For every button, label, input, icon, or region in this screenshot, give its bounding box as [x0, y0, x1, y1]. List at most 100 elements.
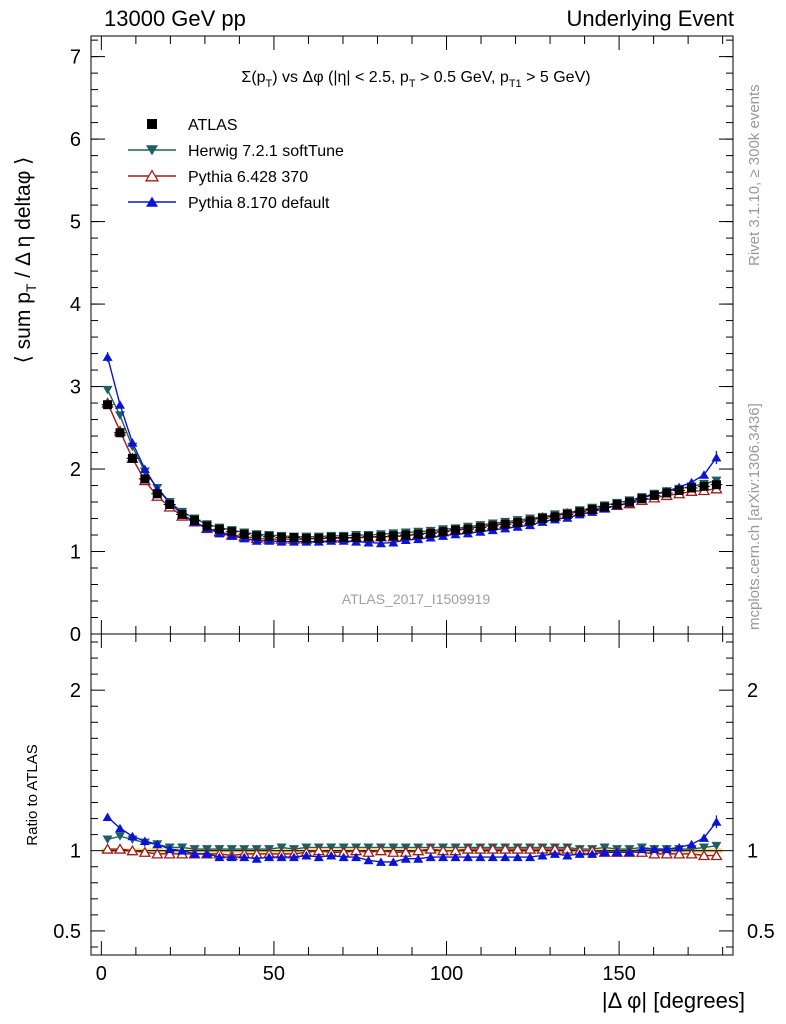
data-point [114, 832, 125, 841]
data-point [127, 831, 138, 841]
header-energy: 13000 GeV pp [104, 6, 246, 31]
x-tick-label: 50 [263, 963, 285, 985]
data-point [351, 532, 361, 542]
data-point [277, 532, 287, 542]
data-point [438, 852, 449, 862]
data-point [661, 844, 672, 854]
data-point [699, 833, 710, 842]
data-point [649, 490, 659, 500]
data-point [624, 497, 634, 507]
data-point [338, 852, 349, 862]
y-tick-label: 4 [70, 294, 81, 316]
legend: ATLAS Herwig 7.2.1 softTune Pythia 6.428 3… [128, 117, 344, 212]
data-point [114, 823, 125, 833]
data-point [636, 844, 647, 854]
data-point [537, 850, 548, 860]
legend-label: Pythia 8.170 default [188, 195, 330, 212]
data-point [587, 504, 597, 514]
data-point [475, 852, 486, 862]
data-point [687, 483, 697, 493]
data-point [326, 850, 337, 860]
data-point [289, 532, 299, 542]
legend-item: Pythia 6.428 370 [128, 169, 308, 186]
data-point [239, 529, 249, 539]
legend-item: Pythia 8.170 default [128, 195, 330, 212]
data-point [537, 514, 547, 524]
data-point [314, 533, 324, 543]
data-point [351, 852, 362, 862]
legend-marker [146, 145, 158, 156]
data-point [562, 509, 572, 519]
data-point [612, 500, 622, 510]
data-point [239, 852, 250, 862]
analysis-watermark: ATLAS_2017_I1509919 [342, 591, 491, 607]
main-plot-axes: 0 1 2 3 4 5 6 7 [70, 36, 733, 646]
data-point [401, 530, 411, 540]
data-point [699, 481, 709, 491]
data-point [463, 524, 473, 534]
data-point [587, 849, 598, 858]
ratio-plot-series [101, 812, 723, 866]
data-point [102, 385, 113, 395]
y-tick-label: 6 [70, 129, 81, 151]
plot-title: Σ(pT) vs Δφ (|η| < 2.5, pT > 0.5 GeV, pT… [241, 69, 590, 90]
y-axis-label-ratio: Ratio to ATLAS [24, 744, 41, 845]
data-point [151, 848, 164, 859]
data-point [513, 518, 523, 528]
legend-marker [144, 169, 160, 182]
legend-marker [147, 119, 157, 129]
ratio-plot-axes: 0.5 1 2 0.5 1 2 0 50 100 150 [53, 634, 775, 985]
y-tick-label: 5 [70, 212, 81, 234]
y-tick-label: 2 [70, 459, 81, 481]
data-point [252, 531, 262, 541]
y-tick-label-right: 0.5 [747, 921, 775, 943]
data-point [388, 537, 399, 547]
x-axis-label: |Δ φ| [degrees] [602, 988, 745, 1013]
data-point [301, 533, 311, 543]
x-tick-label: 100 [430, 963, 463, 985]
data-point [113, 843, 127, 854]
data-point [226, 845, 237, 854]
legend-label: Pythia 6.428 370 [188, 169, 308, 186]
data-point [214, 524, 224, 534]
data-point [438, 527, 448, 537]
data-point [114, 400, 125, 409]
data-point [612, 847, 623, 857]
data-point [140, 474, 150, 484]
data-point [364, 532, 374, 542]
y-tick-label: 2 [70, 680, 81, 702]
legend-label: Herwig 7.2.1 softTune [188, 143, 344, 160]
data-point [375, 857, 386, 866]
data-point [388, 857, 399, 866]
data-point [363, 537, 374, 547]
y-axis-label-main: ⟨ sum pT / Δ η deltaφ ⟩ [12, 157, 39, 364]
data-point [574, 849, 585, 858]
data-point [177, 846, 188, 855]
data-point [487, 852, 498, 862]
y-tick-label: 0 [70, 624, 81, 646]
data-point [115, 428, 125, 438]
data-point [400, 535, 411, 544]
data-point [660, 848, 673, 859]
data-point [525, 516, 535, 526]
data-point [413, 529, 423, 539]
data-point [413, 534, 424, 544]
data-point [450, 852, 461, 862]
data-point [500, 852, 511, 862]
ratio-series-pythia-8-170-default [102, 812, 722, 866]
data-point [674, 842, 685, 852]
series-atlas [101, 400, 723, 543]
data-point [549, 849, 560, 858]
data-point [600, 502, 610, 512]
data-point [126, 844, 139, 856]
legend-item: ATLAS [147, 117, 238, 134]
data-point [475, 523, 485, 533]
data-point [190, 515, 200, 525]
data-point [699, 470, 710, 479]
data-point [101, 843, 114, 854]
x-tick-label: 150 [602, 963, 635, 985]
data-point [177, 509, 187, 519]
data-point [276, 852, 287, 862]
x-tick-label: 0 [96, 963, 107, 985]
